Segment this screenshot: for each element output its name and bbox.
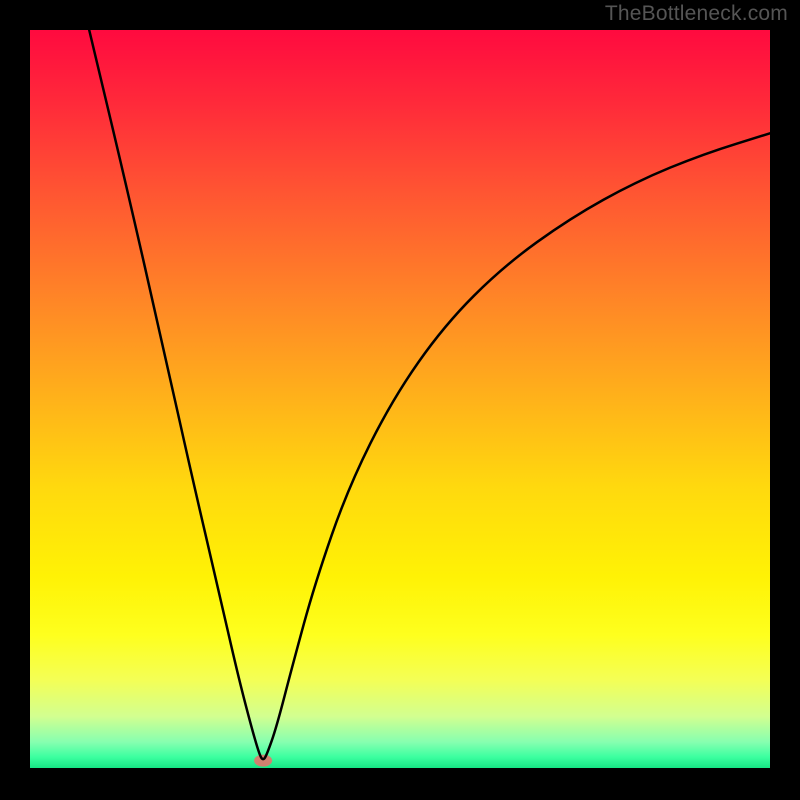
chart-stage: TheBottleneck.com (0, 0, 800, 800)
watermark-text: TheBottleneck.com (605, 2, 788, 26)
vertex-marker (254, 755, 272, 767)
bottleneck-curve-layer (0, 0, 800, 800)
bottleneck-curve (89, 30, 770, 759)
